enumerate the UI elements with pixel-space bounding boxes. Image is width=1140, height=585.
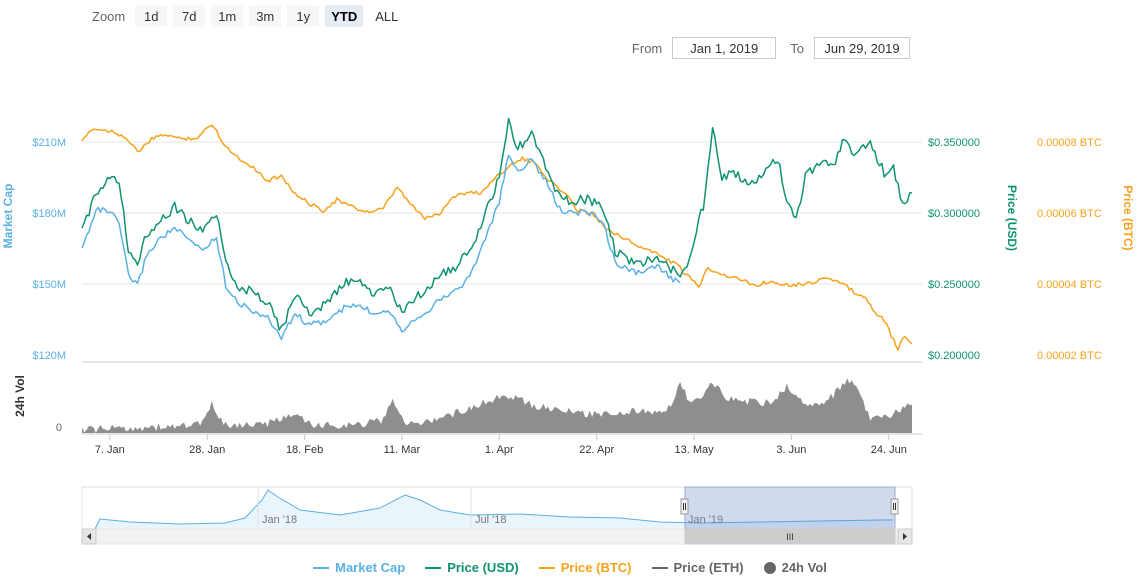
x-axis-tick-label: 11. Mar — [384, 444, 421, 456]
left-axis: $210M $180M $150M $120M — [32, 137, 66, 362]
series-24h-vol-area — [82, 378, 912, 433]
right-btc-axis-tick: 0.00006 BTC — [1037, 208, 1102, 220]
legend-line-symbol — [538, 566, 555, 569]
gridlines — [82, 141, 922, 363]
scrollbar-grip: III — [786, 532, 794, 542]
to-date-input[interactable] — [814, 37, 910, 59]
left-axis-tick: $120M — [32, 350, 66, 362]
x-axis-ticks: 7. Jan 28. Jan 18. Feb 11. Mar 1. Apr 22. Apr… — [95, 434, 907, 456]
series-layer — [81, 117, 913, 433]
right-btc-axis: 0.00008 BTC 0.00006 BTC 0.00004 BTC 0.00… — [1037, 137, 1102, 362]
zoom-label: Zoom — [92, 8, 126, 24]
navigator-right-handle[interactable] — [890, 498, 899, 515]
right-usd-axis: $0.350000 $0.300000 $0.250000 $0.200000 — [928, 137, 980, 362]
right-usd-axis-tick: $0.350000 — [928, 137, 980, 149]
legend: Market Cap Price (USD) Price (BTC) Price… — [0, 560, 1140, 575]
zoom-bar: Zoom 1d 7d 1m 3m 1y YTD ALL — [92, 5, 404, 27]
legend-line-symbol — [425, 566, 442, 569]
legend-item-24h-vol[interactable]: 24h Vol — [763, 560, 827, 575]
zoom-3m-button[interactable]: 3m — [249, 5, 282, 27]
legend-label: Price (ETH) — [673, 560, 744, 575]
x-axis-tick-label: 28. Jan — [189, 444, 225, 456]
right-usd-axis-title: Price (USD) — [1005, 185, 1019, 251]
x-axis-tick-label: 1. Apr — [485, 444, 514, 456]
scroll-left-button[interactable] — [81, 528, 97, 545]
zoom-1m-button[interactable]: 1m — [211, 5, 244, 27]
zoom-ytd-button[interactable]: YTD — [325, 5, 364, 27]
x-axis-tick-label: 7. Jan — [95, 444, 125, 456]
series-price-btc-line — [81, 124, 913, 351]
right-btc-axis-tick: 0.00008 BTC — [1037, 137, 1102, 149]
series-price-usd-line — [81, 117, 913, 331]
navigator-label: Jul '18 — [475, 514, 506, 526]
navigator-label: Jan '19 — [688, 514, 723, 526]
volume-axis-tick: 0 — [56, 422, 62, 434]
navigator-label: Jan '18 — [262, 514, 297, 526]
zoom-1d-button[interactable]: 1d — [135, 5, 168, 27]
legend-item-price-btc[interactable]: Price (BTC) — [538, 560, 632, 575]
left-axis-title: Market Cap — [1, 184, 15, 249]
legend-item-market-cap[interactable]: Market Cap — [313, 560, 405, 575]
legend-item-price-eth[interactable]: Price (ETH) — [651, 560, 744, 575]
navigator[interactable]: Jan '18 Jul '18 Jan '19 — [81, 486, 913, 530]
x-axis-tick-label: 22. Apr — [579, 444, 614, 456]
left-axis-tick: $180M — [32, 208, 66, 220]
navigator-series-line — [94, 489, 893, 530]
x-axis-tick-label: 13. May — [675, 444, 715, 456]
legend-item-price-usd[interactable]: Price (USD) — [425, 560, 519, 575]
date-range-selector: From To — [632, 37, 910, 59]
legend-dot-symbol — [763, 561, 776, 574]
legend-label: Market Cap — [335, 560, 406, 575]
right-btc-axis-tick: 0.00002 BTC — [1037, 350, 1102, 362]
right-btc-axis-title: Price (BTC) — [1121, 185, 1135, 250]
left-axis-tick: $210M — [32, 137, 66, 149]
series-market-cap-line — [81, 154, 681, 341]
navigator-selected-range[interactable] — [684, 486, 896, 530]
arrow-left-icon — [87, 533, 91, 540]
from-date-input[interactable] — [672, 37, 777, 59]
zoom-1y-button[interactable]: 1y — [287, 5, 320, 27]
legend-label: 24h Vol — [781, 560, 827, 575]
x-axis-tick-label: 3. Jun — [776, 444, 806, 456]
arrow-right-icon — [903, 533, 907, 540]
legend-label: Price (BTC) — [560, 560, 632, 575]
navigator-left-handle[interactable] — [680, 498, 689, 515]
zoom-7d-button[interactable]: 7d — [173, 5, 206, 27]
legend-line-symbol — [651, 566, 668, 569]
volume-axis-title: 24h Vol — [13, 375, 27, 417]
price-chart: $210M $180M $150M $120M Market Cap $0.35… — [1, 117, 1135, 545]
right-btc-axis-tick: 0.00004 BTC — [1037, 279, 1102, 291]
legend-label: Price (USD) — [447, 560, 519, 575]
x-axis-tick-label: 18. Feb — [286, 444, 323, 456]
scrollbar-thumb[interactable] — [684, 528, 896, 545]
right-usd-axis-tick: $0.200000 — [928, 350, 980, 362]
scrollbar[interactable]: III — [81, 528, 913, 545]
zoom-all-button[interactable]: ALL — [369, 5, 404, 27]
navigator-series-fill — [95, 490, 893, 529]
from-label: From — [631, 40, 663, 56]
scroll-right-button[interactable] — [897, 528, 913, 545]
right-usd-axis-tick: $0.300000 — [928, 208, 980, 220]
to-label: To — [790, 40, 804, 56]
x-axis-tick-label: 24. Jun — [871, 444, 907, 456]
left-axis-tick: $150M — [32, 279, 66, 291]
legend-line-symbol — [313, 566, 330, 569]
right-usd-axis-tick: $0.250000 — [928, 279, 980, 291]
